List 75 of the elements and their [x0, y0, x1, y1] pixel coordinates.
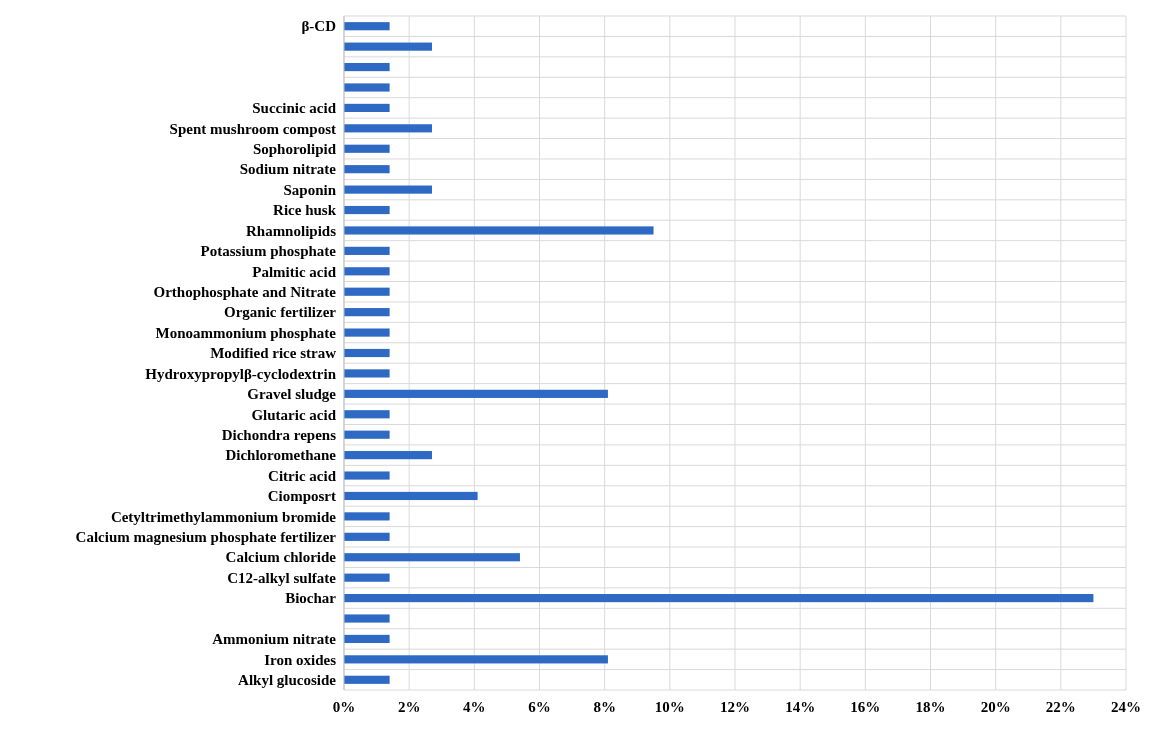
y-tick-label: Glutaric acid [251, 406, 337, 423]
y-tick-label: Rice husk [273, 202, 337, 219]
bar [344, 369, 390, 378]
y-tick-label: Modified rice straw [210, 345, 337, 362]
bar [344, 328, 390, 337]
y-tick-label: Saponin [283, 181, 337, 198]
x-tick-label: 2% [397, 699, 421, 715]
bar [344, 308, 390, 317]
y-tick-label: Rhamnolipids [245, 222, 337, 239]
x-tick-label: 24% [1111, 699, 1141, 715]
x-tick-label: 10% [654, 699, 685, 715]
y-tick-label: Ammonium nitrate [212, 631, 337, 648]
y-tick-label: C12-alkyl sulfate [227, 569, 337, 586]
y-tick-label: Citric acid [268, 467, 337, 484]
bar [344, 287, 390, 296]
y-tick-label: Orthophosphate and Nitrate [153, 283, 337, 300]
bar [344, 675, 390, 684]
y-tick-label: Cetyltrimethylammonium bromide [110, 508, 337, 525]
bar [344, 185, 432, 194]
y-tick-label: Gravel sludge [247, 386, 337, 403]
bar [344, 573, 390, 582]
bar [344, 655, 608, 664]
y-tick-label: Iron oxides [264, 651, 337, 668]
bar [344, 594, 1094, 603]
bar [344, 614, 390, 623]
x-tick-label: 18% [915, 699, 946, 715]
x-tick-label: 6% [528, 699, 551, 715]
bar [344, 267, 390, 276]
y-tick-label: Calcium chloride [225, 549, 337, 566]
x-tick-label: 12% [720, 699, 750, 715]
y-tick-label: Ciomposrt [267, 488, 336, 505]
bar [344, 491, 478, 501]
y-tick-label: Calcium magnesium phosphate fertilizer [75, 529, 337, 546]
y-tick-label: Palmitic acid [252, 263, 337, 280]
y-tick-label: Sodium nitrate [239, 161, 337, 178]
y-tick-label: Succinic acid [252, 100, 337, 117]
y-tick-label: Hydroxypropylβ-cyclodextrin [145, 365, 337, 382]
y-tick-label: Organic fertilizer [223, 304, 337, 321]
bar [344, 348, 390, 358]
x-tick-label: 16% [850, 699, 881, 715]
y-tick-label: Dichloromethane [225, 447, 337, 464]
bar [344, 532, 390, 541]
bar [344, 430, 390, 439]
bar [344, 62, 390, 72]
y-tick-label: Potassium phosphate [200, 243, 337, 260]
y-tick-label: Sophorolipid [252, 141, 337, 158]
y-tick-label: Monoammonium phosphate [155, 324, 337, 341]
bar [344, 553, 520, 562]
bar [344, 226, 654, 235]
bar [344, 389, 608, 398]
x-tick-label: 14% [785, 699, 816, 715]
bar [344, 83, 390, 92]
bar [344, 42, 432, 51]
y-tick-label: β-CD [301, 18, 337, 35]
y-tick-label: Biochar [285, 590, 337, 607]
bar [344, 471, 390, 480]
bar [344, 512, 390, 521]
bar [344, 144, 390, 153]
x-tick-label: 4% [463, 699, 486, 715]
bar [344, 451, 432, 460]
y-tick-label: Spent mushroom compost [169, 120, 336, 137]
bar [344, 165, 390, 174]
y-tick-label: Dichondra repens [221, 426, 337, 443]
bar [344, 410, 390, 419]
bar [344, 205, 390, 215]
bar [344, 246, 390, 255]
bar [344, 124, 432, 133]
bar [344, 634, 390, 644]
x-tick-label: 8% [593, 699, 616, 715]
bar [344, 103, 390, 112]
x-tick-label: 20% [980, 699, 1011, 715]
x-tick-label: 0% [332, 699, 356, 715]
bar [344, 22, 390, 31]
x-tick-label: 22% [1045, 699, 1076, 715]
y-tick-label: Alkyl glucoside [238, 672, 337, 689]
